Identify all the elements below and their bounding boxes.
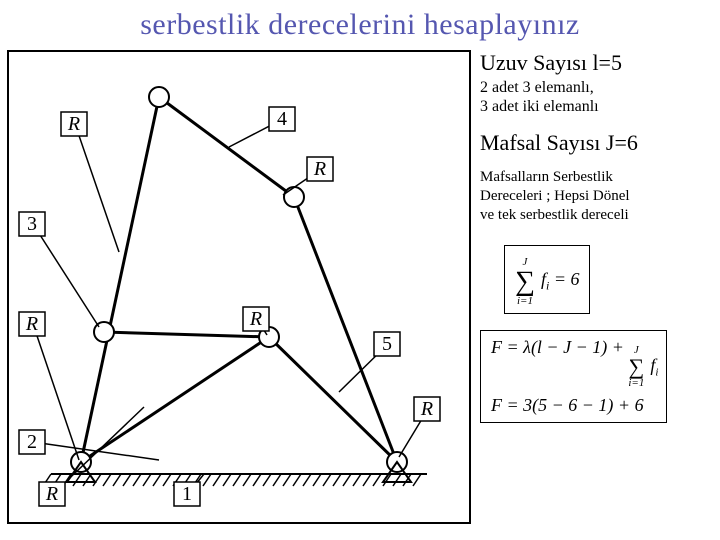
svg-text:R: R [25,313,38,335]
mafsal-para: Mafsalların Serbestlik Dereceleri ; Heps… [480,168,712,224]
sigma-symbol-2: J ∑ i=1 [628,345,644,389]
right-column: Uzuv Sayısı l=5 2 adet 3 elemanlı, 3 ade… [480,50,712,439]
mafsal-l2: Dereceleri ; Hepsi Dönel [480,188,630,204]
svg-text:2: 2 [27,431,37,453]
uzuv-sub-line2: 3 adet iki elemanlı [480,98,599,115]
svg-text:R: R [249,308,262,330]
uzuv-sub: 2 adet 3 elemanlı, 3 adet iki elemanlı [480,78,712,116]
sigma-symbol: J ∑ i=1 [515,257,535,307]
f-eq1-lhs: F = λ(l − J − 1) + [491,337,628,357]
formula-F: F = λ(l − J − 1) + J ∑ i=1 fi F = 3(5 − … [480,330,667,423]
svg-text:R: R [67,113,80,135]
svg-text:R: R [420,398,433,420]
f-eq2: F = 3(5 − 6 − 1) + 6 [491,395,658,416]
svg-text:R: R [45,483,58,505]
svg-text:3: 3 [27,213,37,235]
svg-text:5: 5 [382,333,392,355]
mafsal-l3: ve tek serbestlik dereceli [480,207,629,223]
mechanism-diagram: R 4 R 3 R R 5 R 2 R 1 [7,50,471,524]
svg-text:R: R [313,158,326,180]
diagram-svg: R 4 R 3 R R 5 R 2 R 1 [9,52,469,522]
svg-text:4: 4 [277,108,287,130]
uzuv-sub-line1: 2 adet 3 elemanlı, [480,79,594,96]
mafsal-heading: Mafsal Sayısı J=6 [480,130,712,156]
page-title: serbestlik derecelerini hesaplayınız [0,8,720,42]
mafsal-l1: Mafsalların Serbestlik [480,169,613,185]
svg-text:1: 1 [182,483,192,505]
formula-sum-fi: J ∑ i=1 fi = 6 [504,245,590,314]
uzuv-heading: Uzuv Sayısı l=5 [480,50,712,76]
